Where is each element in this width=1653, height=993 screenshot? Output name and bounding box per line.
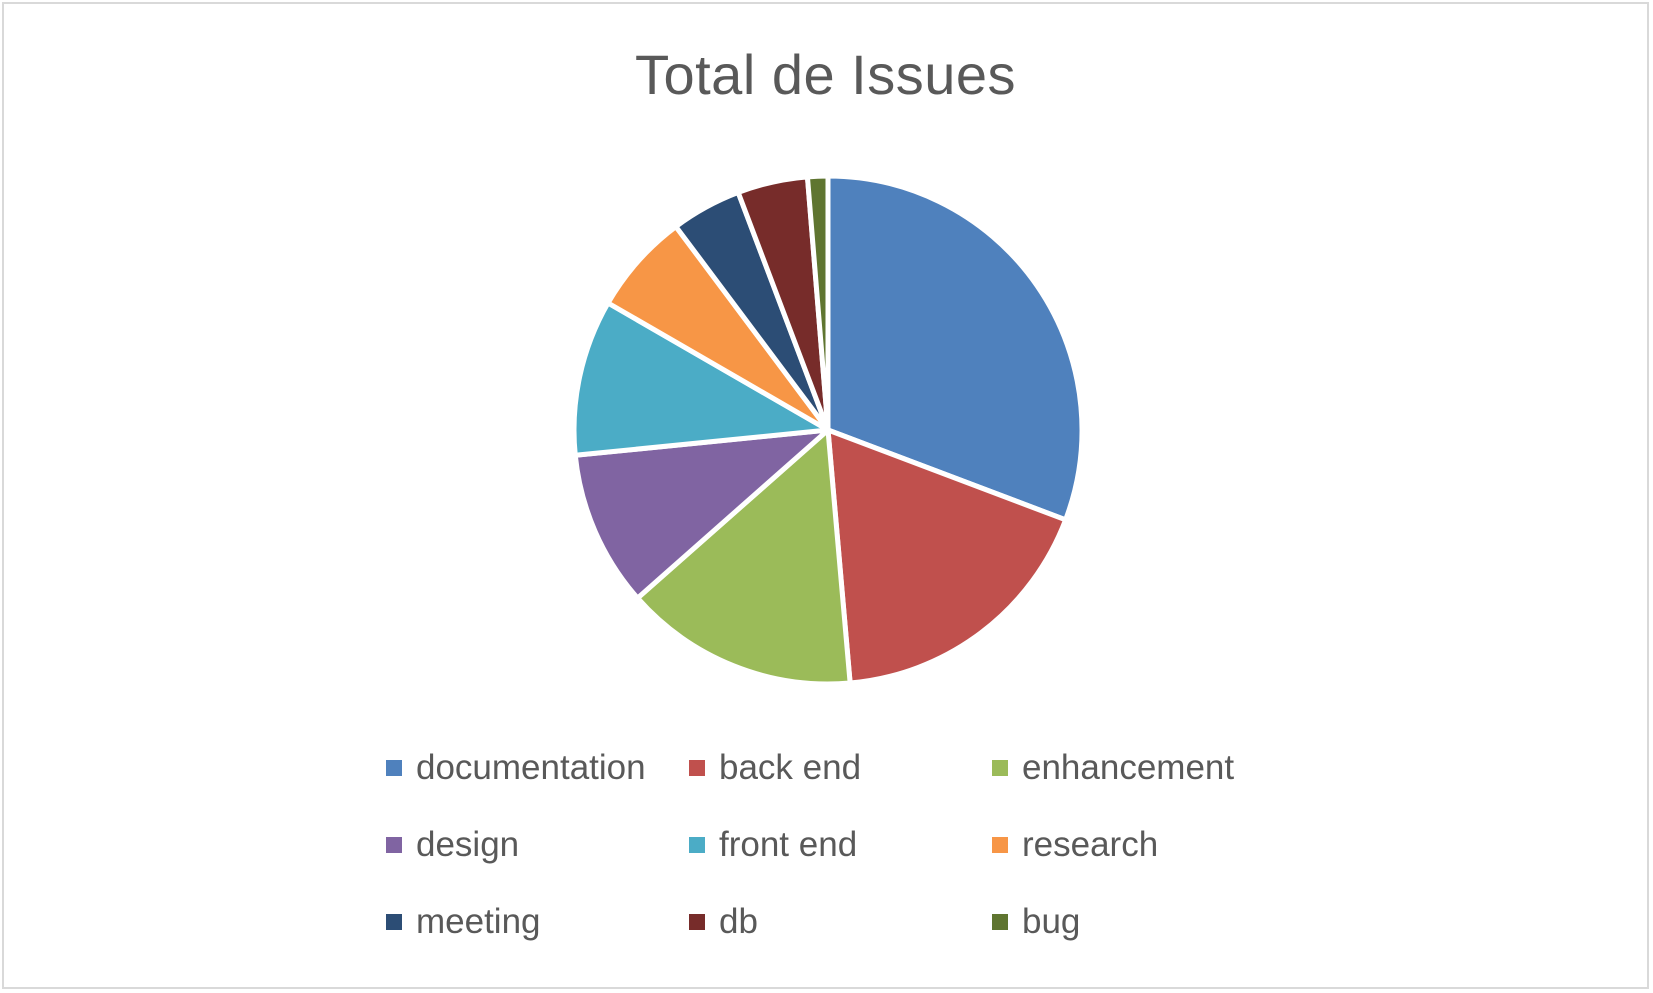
- legend-swatch: [992, 837, 1008, 853]
- chart-title: Total de Issues: [634, 43, 1017, 106]
- legend-swatch: [689, 837, 705, 853]
- legend-item-bug: bug: [992, 902, 1295, 942]
- legend-label: back end: [719, 748, 862, 787]
- legend-swatch: [992, 760, 1008, 776]
- legend-swatch: [386, 914, 402, 930]
- legend-swatch: [992, 914, 1008, 930]
- legend-item-front-end: front end: [689, 825, 992, 865]
- legend-label: research: [1022, 825, 1159, 864]
- legend-item-documentation: documentation: [386, 748, 689, 788]
- pie-slice-back-end: [825, 427, 1069, 686]
- legend-item-enhancement: enhancement: [992, 748, 1295, 788]
- legend-swatch: [386, 760, 402, 776]
- legend-label: meeting: [416, 902, 541, 941]
- legend-swatch: [689, 760, 705, 776]
- legend-label: bug: [1022, 902, 1081, 941]
- legend-swatch: [689, 914, 705, 930]
- legend-label: db: [719, 902, 758, 941]
- legend-item-design: design: [386, 825, 689, 865]
- pie-slice-design: [572, 427, 831, 601]
- legend-item-back-end: back end: [689, 748, 992, 788]
- legend: documentation back end enhancement design fr…: [386, 748, 1306, 979]
- pie-slices: [571, 173, 1085, 687]
- pie-slice-bug: [804, 173, 831, 433]
- legend-label: enhancement: [1022, 748, 1235, 787]
- legend-swatch: [386, 837, 402, 853]
- pie-slice-enhancement: [635, 427, 853, 687]
- pie-slice-front-end: [571, 300, 831, 458]
- legend-item-db: db: [689, 902, 992, 942]
- legend-label: front end: [719, 825, 858, 864]
- legend-label: documentation: [416, 748, 646, 787]
- pie-slice-documentation: [825, 173, 1085, 523]
- legend-item-meeting: meeting: [386, 902, 689, 942]
- legend-item-research: research: [992, 825, 1295, 865]
- legend-label: design: [416, 825, 520, 864]
